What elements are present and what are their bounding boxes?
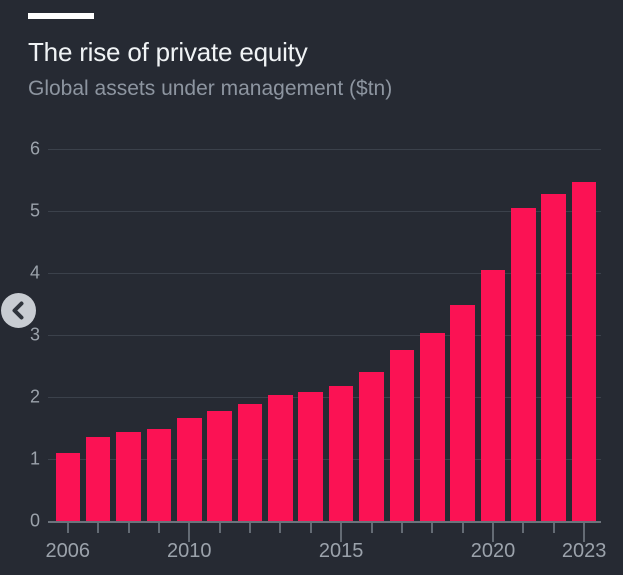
bar-2008 bbox=[116, 432, 141, 521]
y-axis-label-6: 6 bbox=[29, 138, 40, 159]
x-axis-tick-2012 bbox=[249, 523, 252, 533]
gridline-1 bbox=[48, 459, 601, 460]
bar-2013 bbox=[268, 395, 293, 521]
bar-2015 bbox=[328, 386, 354, 521]
x-axis-tick-2022 bbox=[552, 523, 555, 533]
x-axis-label-2015: 2015 bbox=[318, 540, 364, 562]
x-axis-line bbox=[48, 521, 601, 523]
bar-2007 bbox=[85, 436, 111, 521]
y-axis-label-5: 5 bbox=[29, 200, 40, 221]
x-axis-label-2006: 2006 bbox=[45, 540, 91, 562]
x-axis-label-2010: 2010 bbox=[167, 540, 212, 562]
x-axis-tick-2007 bbox=[97, 523, 100, 533]
bar-2019 bbox=[450, 305, 475, 521]
gridline-5 bbox=[48, 211, 601, 212]
bar-2023 bbox=[571, 182, 597, 521]
x-axis-tick-2013 bbox=[279, 523, 282, 533]
x-axis-tick-2014 bbox=[309, 523, 312, 533]
x-axis-tick-2018 bbox=[431, 523, 434, 533]
x-axis-tick-2011 bbox=[218, 523, 221, 533]
y-axis-label-1: 1 bbox=[29, 448, 40, 469]
x-axis-tick-2010 bbox=[188, 523, 191, 542]
gridline-3 bbox=[48, 335, 601, 336]
y-axis-label-2: 2 bbox=[29, 386, 40, 407]
x-axis-tick-2015 bbox=[340, 523, 343, 542]
x-axis-tick-2023 bbox=[583, 523, 586, 542]
x-axis-label-2020: 2020 bbox=[470, 540, 516, 562]
x-axis-tick-2019 bbox=[461, 523, 464, 533]
bar-2018 bbox=[419, 332, 445, 521]
bar-2012 bbox=[237, 404, 263, 521]
chart-title: The rise of private equity bbox=[28, 37, 308, 67]
bar-2014 bbox=[298, 392, 324, 521]
x-axis-tick-2021 bbox=[522, 523, 525, 533]
accent-rule bbox=[28, 13, 94, 19]
x-axis-tick-2009 bbox=[157, 523, 160, 533]
x-axis-label-2023: 2023 bbox=[561, 540, 607, 562]
bar-2017 bbox=[389, 349, 415, 521]
gridline-4 bbox=[48, 273, 601, 274]
x-axis-tick-2020 bbox=[491, 523, 494, 542]
bar-2010 bbox=[176, 418, 202, 521]
bar-2006 bbox=[55, 452, 81, 521]
chevron-left-icon bbox=[12, 301, 24, 320]
bar-2016 bbox=[359, 372, 384, 521]
bar-2009 bbox=[146, 428, 172, 521]
bar-2020 bbox=[480, 269, 506, 521]
bar-2011 bbox=[207, 411, 232, 521]
carousel-prev-button[interactable] bbox=[1, 293, 36, 328]
y-axis-label-0: 0 bbox=[29, 510, 40, 531]
x-axis-tick-2016 bbox=[370, 523, 373, 533]
x-axis-tick-2017 bbox=[400, 523, 403, 533]
y-axis-label-3: 3 bbox=[29, 324, 40, 345]
x-axis-tick-2006 bbox=[66, 523, 69, 533]
y-axis-label-4: 4 bbox=[29, 262, 40, 283]
chart-subtitle: Global assets under management ($tn) bbox=[28, 77, 393, 100]
x-axis-tick-2008 bbox=[127, 523, 130, 533]
bar-2022 bbox=[541, 193, 566, 521]
gridline-2 bbox=[48, 397, 601, 398]
gridline-6 bbox=[48, 149, 601, 150]
bar-2021 bbox=[511, 207, 536, 521]
